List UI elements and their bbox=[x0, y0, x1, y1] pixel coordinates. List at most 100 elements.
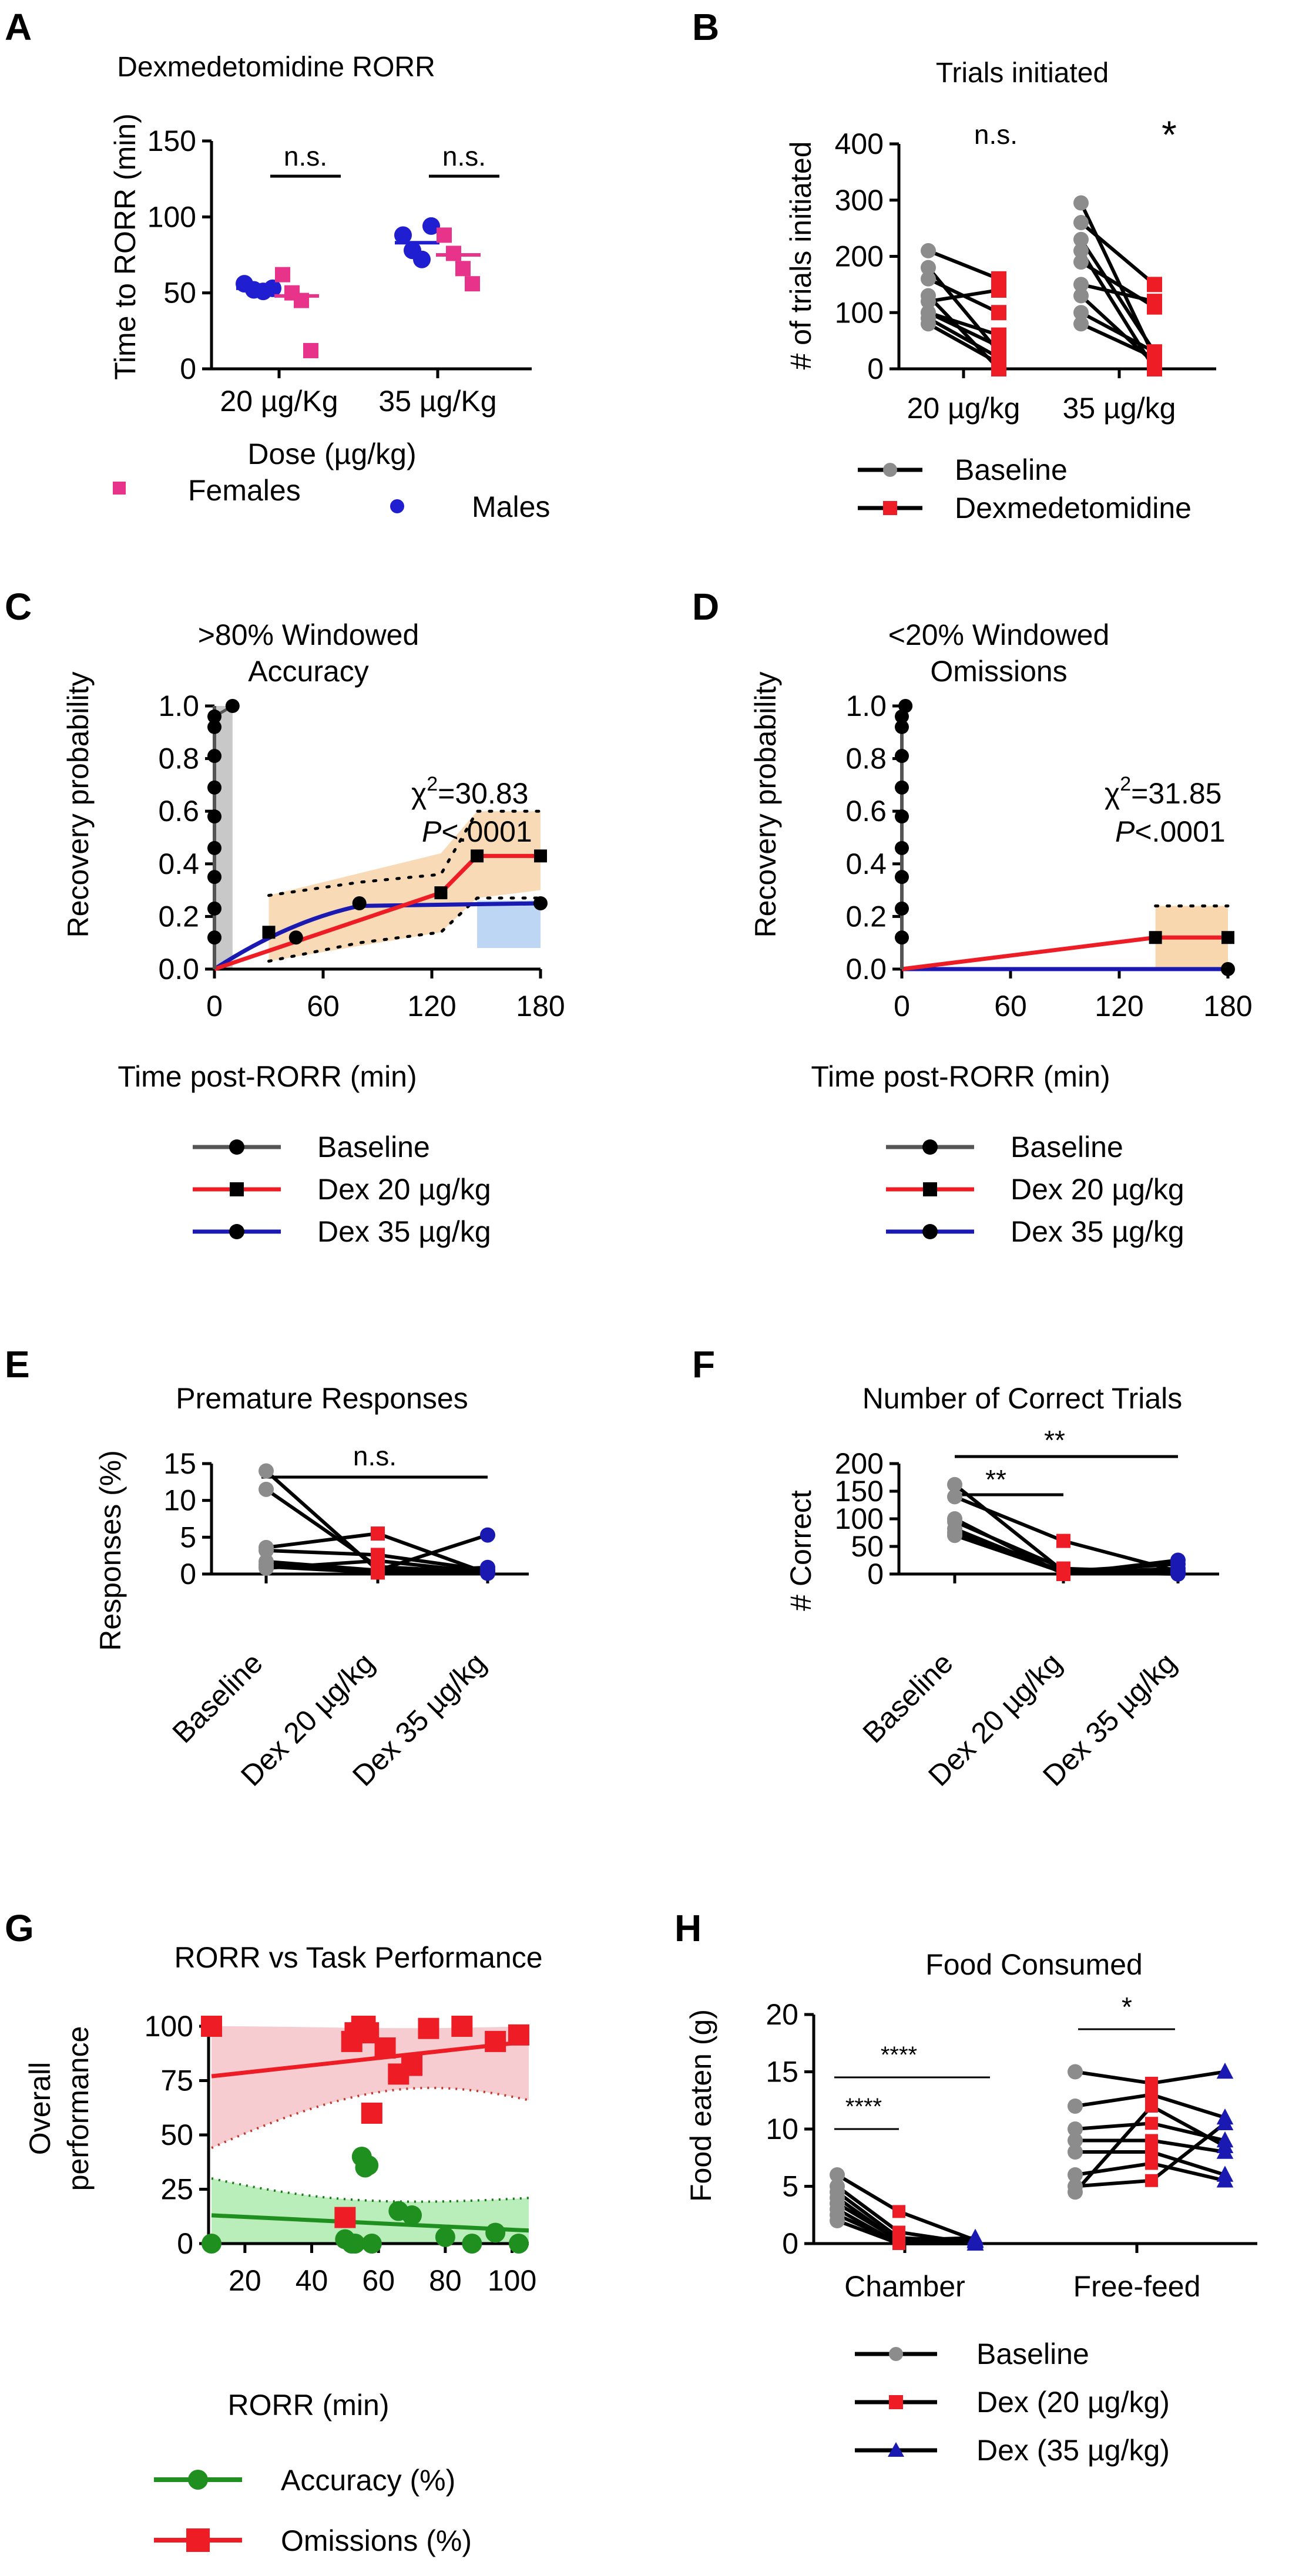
c-stat-p: P<.0001 bbox=[422, 815, 532, 848]
h-chamber-baseline-point bbox=[830, 2213, 845, 2228]
h-legend-marker-dex35 bbox=[888, 2442, 904, 2457]
g-ytick: 50 bbox=[160, 2118, 193, 2151]
h-chamber-dex35-point bbox=[966, 2234, 984, 2251]
b-baseline-point bbox=[1073, 195, 1089, 211]
f-ytick: 100 bbox=[835, 1502, 884, 1535]
b-dex-point bbox=[991, 282, 1006, 298]
f-ytick: 150 bbox=[835, 1475, 884, 1508]
h-legend-label-baseline: Baseline bbox=[976, 2338, 1089, 2370]
b-x-ticks: 20 µg/kg 35 µg/kg bbox=[907, 392, 1176, 425]
h-freefeed-dex20-point bbox=[1145, 2134, 1158, 2147]
c-p-value: <.0001 bbox=[441, 815, 532, 848]
d-p-value: <.0001 bbox=[1135, 815, 1225, 848]
c-dex20-band bbox=[268, 811, 541, 961]
e-ytick: 15 bbox=[163, 1447, 196, 1480]
c-legend-marker-dex35 bbox=[229, 1224, 244, 1239]
h-axes bbox=[804, 2013, 1257, 2253]
g-y-ticks: 0 25 50 75 100 bbox=[145, 2010, 193, 2260]
c-p-symbol: P bbox=[422, 815, 442, 848]
c-baseline-point bbox=[207, 749, 221, 764]
f-marks bbox=[947, 1455, 1186, 1582]
h-marks bbox=[830, 2028, 1234, 2251]
b-pair-line bbox=[1080, 283, 1155, 304]
h-legend: Baseline Dex (20 µg/kg) Dex (35 µg/kg) bbox=[855, 2338, 1170, 2467]
b-legend: Baseline Dexmedetomidine bbox=[858, 453, 1191, 524]
d-baseline-point bbox=[895, 901, 909, 916]
d-baseline-point bbox=[895, 870, 909, 885]
c-legend: Baseline Dex 20 µg/kg Dex 35 µg/kg bbox=[193, 1131, 491, 1248]
a-axes bbox=[202, 139, 532, 378]
d-ytick: 0.0 bbox=[845, 953, 887, 986]
a-y-ticks: 0 50 100 150 bbox=[147, 125, 196, 385]
f-dex35-point bbox=[1170, 1566, 1186, 1582]
b-pair-line bbox=[1079, 238, 1156, 353]
g-omissions-point bbox=[401, 2054, 423, 2076]
d-baseline-point bbox=[895, 809, 909, 824]
a-ytick: 150 bbox=[147, 125, 196, 157]
b-xtick: 20 µg/kg bbox=[907, 392, 1021, 425]
c-legend-marker-baseline bbox=[229, 1139, 244, 1155]
b-ytick: 300 bbox=[835, 184, 884, 217]
e-baseline-point bbox=[259, 1463, 274, 1479]
a-ytick: 100 bbox=[147, 200, 196, 233]
b-dex-point bbox=[991, 305, 1006, 321]
g-omissions-point bbox=[374, 2037, 396, 2059]
g-ylabel-2: performance bbox=[62, 2026, 95, 2191]
c-baseline-point bbox=[207, 930, 221, 945]
g-xtick: 80 bbox=[429, 2264, 462, 2297]
a-sig-2: n.s. bbox=[442, 141, 486, 171]
b-baseline-point bbox=[1073, 277, 1089, 292]
d-xtick: 60 bbox=[994, 990, 1027, 1023]
a-male-point bbox=[394, 226, 412, 244]
d-ytick: 0.6 bbox=[845, 795, 887, 828]
e-marks bbox=[259, 1463, 495, 1581]
d-legend-label-baseline: Baseline bbox=[1011, 1131, 1123, 1163]
d-xtick: 0 bbox=[894, 990, 910, 1023]
c-baseline-point bbox=[207, 901, 221, 916]
h-legend-marker-baseline bbox=[889, 2347, 903, 2361]
panel-a: A Dexmedetomidine RORR Time to RORR (min… bbox=[5, 6, 550, 523]
d-baseline-point bbox=[898, 699, 913, 713]
panel-letter-b: B bbox=[692, 6, 719, 48]
b-baseline-point bbox=[1073, 243, 1089, 258]
d-legend: Baseline Dex 20 µg/kg Dex 35 µg/kg bbox=[886, 1131, 1184, 1248]
c-legend-label-baseline: Baseline bbox=[317, 1131, 430, 1163]
d-x-ticks: 0 60 120 180 bbox=[894, 990, 1253, 1023]
c-baseline-point bbox=[207, 780, 221, 795]
a-ytick: 0 bbox=[180, 352, 196, 385]
h-legend-label-dex20: Dex (20 µg/kg) bbox=[976, 2386, 1170, 2419]
f-y-ticks: 0 50 100 150 200 bbox=[835, 1447, 884, 1590]
g-omissions-point bbox=[418, 2017, 439, 2039]
h-freefeed-baseline-point bbox=[1068, 2121, 1083, 2137]
g-xlabel: RORR (min) bbox=[228, 2389, 390, 2422]
f-title: Number of Correct Trials bbox=[862, 1382, 1183, 1415]
g-accuracy-point bbox=[435, 2227, 455, 2247]
d-legend-marker-baseline bbox=[922, 1139, 938, 1155]
c-ylabel: Recovery probability bbox=[62, 672, 95, 938]
g-accuracy-point bbox=[358, 2155, 379, 2175]
h-ytick: 10 bbox=[766, 2113, 798, 2145]
c-dex35-point bbox=[352, 896, 367, 910]
c-xlabel: Time post-RORR (min) bbox=[118, 1060, 417, 1093]
g-xtick: 100 bbox=[488, 2264, 536, 2297]
g-accuracy-point bbox=[508, 2234, 529, 2254]
g-omissions-point bbox=[201, 2016, 222, 2037]
b-pair-line bbox=[1080, 221, 1156, 286]
a-ylabel: Time to RORR (min) bbox=[109, 113, 142, 380]
g-omissions-fit bbox=[211, 2039, 529, 2079]
d-legend-label-dex20: Dex 20 µg/kg bbox=[1011, 1173, 1184, 1206]
c-ci-upper bbox=[267, 809, 542, 897]
d-legend-label-dex35: Dex 35 µg/kg bbox=[1011, 1215, 1184, 1248]
h-legend-label-dex35: Dex (35 µg/kg) bbox=[976, 2434, 1170, 2467]
a-sig-1: n.s. bbox=[284, 141, 327, 171]
f-sig-2: ** bbox=[1044, 1425, 1065, 1455]
b-legend-label-dex: Dexmedetomidine bbox=[955, 492, 1191, 524]
c-title-2: Accuracy bbox=[248, 655, 369, 688]
b-baseline-point bbox=[921, 260, 936, 275]
f-baseline-point bbox=[947, 1489, 962, 1505]
b-dex-point bbox=[1147, 294, 1162, 310]
c-xtick: 60 bbox=[307, 990, 340, 1023]
c-ytick: 0.8 bbox=[158, 742, 199, 775]
b-dex-point bbox=[991, 355, 1006, 371]
e-baseline-point bbox=[259, 1542, 274, 1558]
